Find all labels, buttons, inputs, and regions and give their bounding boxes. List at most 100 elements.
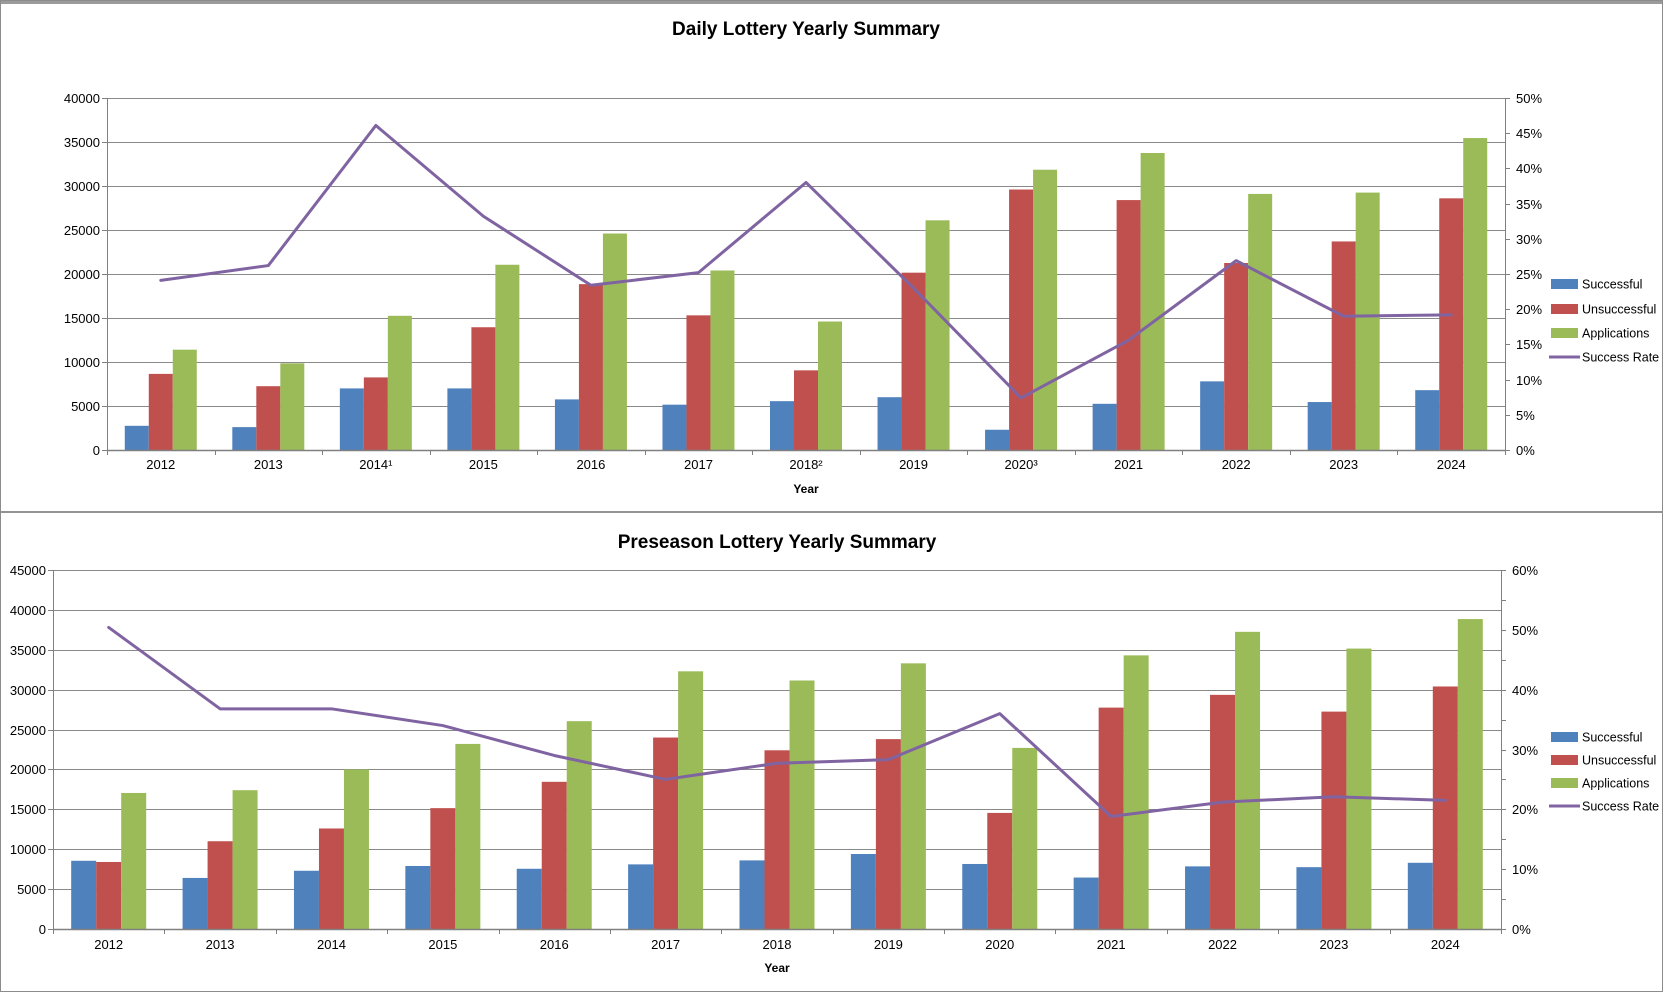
x-axis-category-label: 2022 xyxy=(1208,937,1237,952)
bar-applications-2022 xyxy=(1235,631,1261,929)
bar-unsuccessful-2017 xyxy=(653,737,679,929)
right-axis-tick-label: 10% xyxy=(1512,862,1538,877)
bar-unsuccessful-2019 xyxy=(875,739,901,929)
bar-applications-2019 xyxy=(925,220,950,450)
bar-unsuccessful-2015 xyxy=(430,808,456,929)
x-axis-category-label: 2013 xyxy=(254,457,283,472)
bar-unsuccessful-2012 xyxy=(148,373,173,450)
right-axis-tick-label: 30% xyxy=(1516,232,1542,247)
legend-label: Success Rate xyxy=(1582,351,1659,365)
bar-successful-2024 xyxy=(1415,390,1440,450)
bar-successful-2012 xyxy=(124,425,149,450)
legend-swatch-applications xyxy=(1551,328,1578,338)
bar-applications-2023 xyxy=(1355,192,1380,450)
bar-successful-2019 xyxy=(877,397,902,450)
bar-applications-2023 xyxy=(1346,648,1372,929)
bar-successful-2023 xyxy=(1307,402,1332,450)
right-axis-tick-label: 45% xyxy=(1516,126,1542,141)
left-axis-tick-label: 10000 xyxy=(10,842,46,857)
legend-label: Success Rate xyxy=(1582,800,1659,814)
bar-successful-2020 xyxy=(962,863,988,929)
bar-successful-2013 xyxy=(232,427,257,450)
bar-unsuccessful-2022 xyxy=(1210,694,1236,929)
bar-unsuccessful-2013 xyxy=(256,386,281,450)
bar-applications-2021 xyxy=(1140,153,1165,450)
bar-unsuccessful-2019 xyxy=(901,272,926,450)
bar-successful-2014 xyxy=(293,870,319,929)
x-axis-title: Year xyxy=(764,961,790,975)
left-axis-tick-label: 10000 xyxy=(64,355,100,370)
bar-successful-2022 xyxy=(1200,381,1225,450)
left-axis-tick-label: 0 xyxy=(39,922,46,937)
bar-unsuccessful-2024 xyxy=(1432,686,1458,929)
legend-label: Applications xyxy=(1582,327,1649,341)
left-axis-tick-label: 45000 xyxy=(10,563,46,578)
bar-applications-2019 xyxy=(900,663,926,929)
bar-unsuccessful-2013 xyxy=(207,841,233,929)
bar-applications-2015 xyxy=(455,743,481,929)
x-axis-category-label: 2013 xyxy=(206,937,235,952)
left-axis-tick-label: 40000 xyxy=(64,91,100,106)
bar-applications-2012 xyxy=(172,349,197,450)
bar-unsuccessful-2014 xyxy=(318,828,344,929)
bar-unsuccessful-2015 xyxy=(471,327,496,450)
bar-applications-2017 xyxy=(678,671,704,929)
x-axis-category-label: 2018 xyxy=(763,937,792,952)
bar-unsuccessful-2020 xyxy=(987,812,1013,929)
x-axis-category-label: 2023 xyxy=(1329,457,1358,472)
legend-label: Successful xyxy=(1582,278,1642,292)
bar-successful-2012 xyxy=(71,860,97,929)
x-axis-category-label: 2017 xyxy=(651,937,680,952)
right-axis-tick-label: 35% xyxy=(1516,197,1542,212)
bar-unsuccessful-2016 xyxy=(541,781,567,929)
left-axis-tick-label: 5000 xyxy=(17,882,46,897)
right-axis-tick-label: 5% xyxy=(1516,408,1535,423)
bar-unsuccessful-2020³ xyxy=(1009,189,1034,450)
bar-successful-2016 xyxy=(554,399,579,450)
bar-successful-2018 xyxy=(739,860,765,929)
x-axis-category-label: 2012 xyxy=(146,457,175,472)
preseason-chart-panel: 45000 40000 35000 30000 25000 20000 15000 10000… xyxy=(1,513,1662,991)
chart-title: Daily Lottery Yearly Summary xyxy=(672,19,940,40)
bar-unsuccessful-2014¹ xyxy=(363,377,388,450)
bar-applications-2013 xyxy=(280,363,305,450)
bar-applications-2022 xyxy=(1248,193,1273,451)
left-axis-tick-label: 25000 xyxy=(64,223,100,238)
x-axis-category-label: 2022 xyxy=(1222,457,1251,472)
x-axis-category-label: 2023 xyxy=(1319,937,1348,952)
right-axis-tick-label: 30% xyxy=(1512,743,1538,758)
bar-applications-2018 xyxy=(789,680,815,929)
window-top-edge xyxy=(1,1,1662,4)
bar-successful-2015 xyxy=(405,865,431,929)
legend-swatch-successful xyxy=(1551,732,1578,742)
left-axis-tick-label: 15000 xyxy=(64,311,100,326)
bar-unsuccessful-2018 xyxy=(764,750,790,929)
bar-applications-2024 xyxy=(1457,619,1483,929)
x-axis-category-label: 2021 xyxy=(1114,457,1143,472)
bar-applications-2015 xyxy=(495,264,520,450)
right-axis-tick-label: 40% xyxy=(1512,683,1538,698)
left-axis-tick-label: 25000 xyxy=(10,723,46,738)
x-axis-category-label: 2020³ xyxy=(1004,457,1038,472)
bar-applications-2020 xyxy=(1012,747,1038,929)
daily-lottery-chart: 40000 35000 30000 25000 20000 15000 10000 5000 0… xyxy=(64,19,1659,496)
x-axis-category-label: 2014¹ xyxy=(359,457,393,472)
right-axis-tick-label: 0% xyxy=(1512,922,1531,937)
bar-unsuccessful-2021 xyxy=(1098,707,1124,929)
right-axis-tick-label: 0% xyxy=(1516,443,1535,458)
bar-applications-2014¹ xyxy=(387,315,412,450)
bar-successful-2017 xyxy=(662,404,687,450)
left-axis-tick-label: 40000 xyxy=(10,603,46,618)
right-axis-tick-label: 15% xyxy=(1516,337,1542,352)
bar-successful-2023 xyxy=(1296,867,1322,929)
right-axis-tick-label: 60% xyxy=(1512,563,1538,578)
bar-successful-2016 xyxy=(516,868,542,929)
bar-applications-2024 xyxy=(1463,138,1488,451)
left-axis-tick-label: 15000 xyxy=(10,802,46,817)
bar-successful-2024 xyxy=(1407,862,1433,929)
legend-label: Applications xyxy=(1582,777,1649,791)
bar-applications-2018² xyxy=(818,321,842,450)
x-axis-title: Year xyxy=(793,482,819,496)
bar-unsuccessful-2023 xyxy=(1331,241,1356,450)
right-axis-tick-label: 20% xyxy=(1512,802,1538,817)
